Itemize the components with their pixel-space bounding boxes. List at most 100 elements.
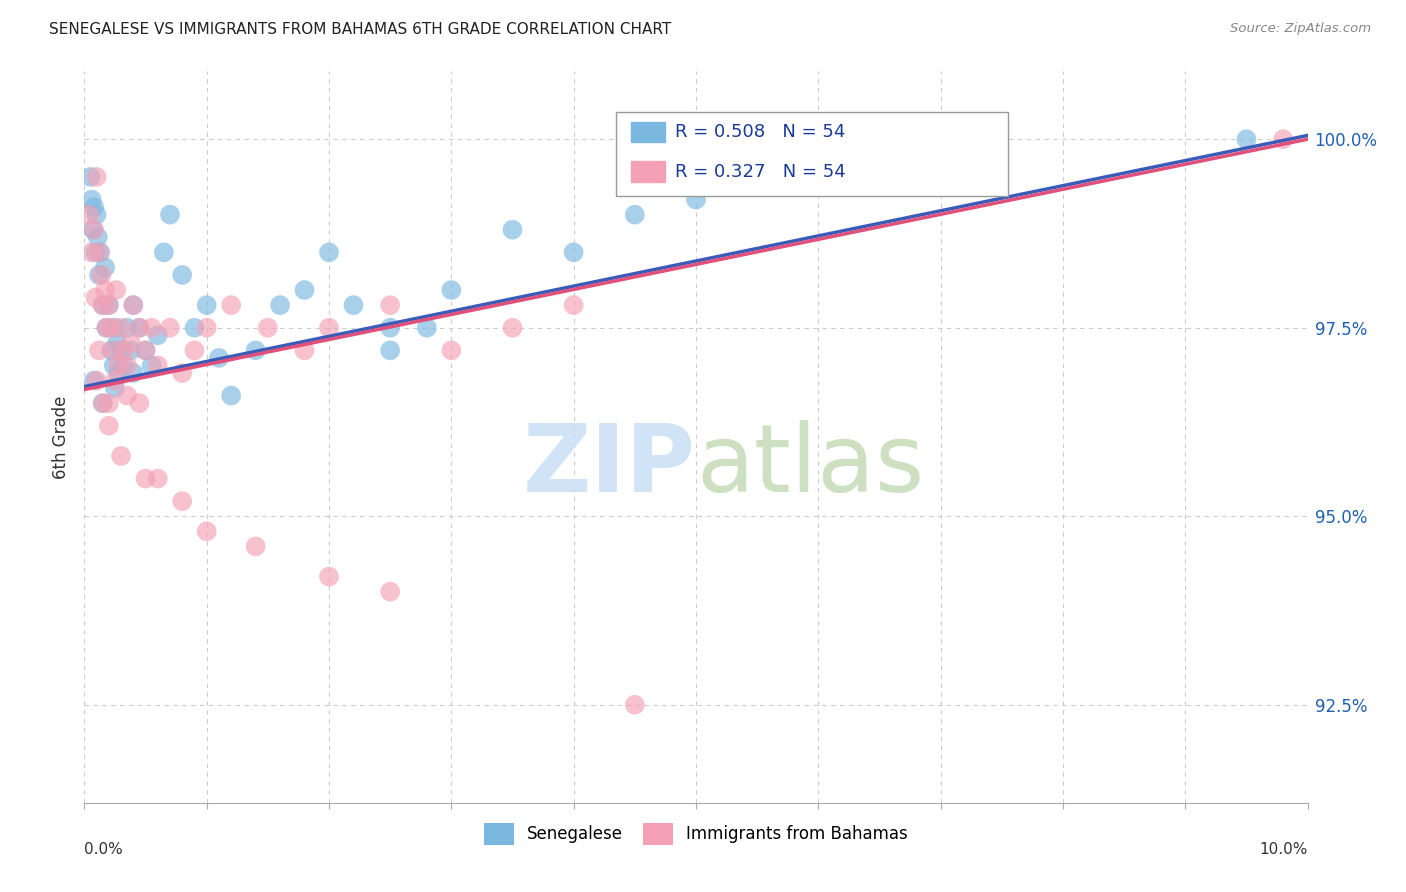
Text: SENEGALESE VS IMMIGRANTS FROM BAHAMAS 6TH GRADE CORRELATION CHART: SENEGALESE VS IMMIGRANTS FROM BAHAMAS 6T… [49,22,672,37]
Point [105,335,128,350]
Point [807,147,830,161]
Point [195,320,218,334]
Point [103,343,125,358]
Point [416,320,439,334]
Point [128,396,150,410]
Point [83,223,105,237]
Point [219,298,242,312]
Point [86,169,108,184]
Point [96,320,118,334]
Point [159,320,181,334]
Point [107,359,129,373]
Point [1236,132,1258,146]
Point [97,396,120,410]
Point [135,343,157,358]
Text: ZIP: ZIP [523,420,696,512]
Point [380,298,402,312]
Point [153,245,176,260]
Point [91,396,114,410]
Point [183,320,205,334]
Point [104,374,127,388]
Point [128,320,150,334]
Point [104,320,127,334]
Point [146,359,169,373]
Point [82,223,104,237]
Point [342,298,364,312]
Point [87,245,110,260]
Point [100,320,122,334]
Point [172,268,194,282]
Point [159,208,181,222]
Point [685,193,707,207]
Point [120,335,142,350]
Legend: Senegalese, Immigrants from Bahamas: Senegalese, Immigrants from Bahamas [475,815,917,853]
Point [79,169,101,184]
Point [115,320,138,334]
Point [122,298,145,312]
Point [380,584,402,599]
Point [94,283,117,297]
Point [97,418,120,433]
Point [141,320,163,334]
Point [172,366,194,380]
Point [135,471,157,485]
Point [103,359,125,373]
Point [440,343,463,358]
FancyBboxPatch shape [616,112,1008,195]
Point [502,223,524,237]
Point [115,389,138,403]
Point [80,245,103,260]
Point [120,343,142,358]
Point [83,200,105,214]
Point [172,494,194,508]
Point [122,298,145,312]
Point [77,208,100,222]
Point [84,245,107,260]
Point [112,359,135,373]
Y-axis label: 6th Grade: 6th Grade [52,395,70,479]
Point [146,328,169,343]
Point [89,245,111,260]
Point [91,396,114,410]
Point [135,343,157,358]
Point [87,268,110,282]
Point [318,245,340,260]
Point [94,260,117,275]
Point [146,471,169,485]
Text: Source: ZipAtlas.com: Source: ZipAtlas.com [1230,22,1371,36]
Point [624,208,647,222]
Point [97,298,120,312]
Text: 10.0%: 10.0% [1260,842,1308,856]
Point [110,343,132,358]
Point [562,298,585,312]
Text: R = 0.508   N = 54: R = 0.508 N = 54 [675,123,845,141]
Point [245,343,267,358]
Text: R = 0.327   N = 54: R = 0.327 N = 54 [675,162,846,180]
Point [83,374,105,388]
Point [110,449,132,463]
Point [97,298,120,312]
Point [90,268,112,282]
Point [105,283,128,297]
Point [195,298,218,312]
Point [318,569,340,583]
Point [257,320,280,334]
Point [96,320,118,334]
Point [380,343,402,358]
Bar [631,161,665,182]
Point [195,524,218,539]
Point [219,389,242,403]
Point [86,374,108,388]
Point [380,320,402,334]
Point [624,698,647,712]
Point [91,298,114,312]
Point [100,343,122,358]
Point [318,320,340,334]
Point [91,298,114,312]
Point [141,359,163,373]
Point [115,359,138,373]
Text: 0.0%: 0.0% [84,842,124,856]
Point [562,245,585,260]
Text: atlas: atlas [696,420,924,512]
Point [80,193,103,207]
